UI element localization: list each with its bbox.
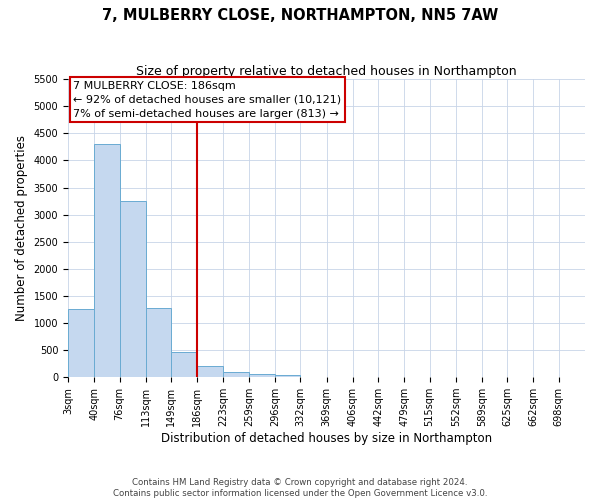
Y-axis label: Number of detached properties: Number of detached properties	[15, 135, 28, 321]
Bar	[68, 310, 94, 377]
X-axis label: Distribution of detached houses by size in Northampton: Distribution of detached houses by size …	[161, 432, 492, 445]
Text: Contains HM Land Registry data © Crown copyright and database right 2024.
Contai: Contains HM Land Registry data © Crown c…	[113, 478, 487, 498]
Bar	[171, 352, 197, 377]
Bar	[249, 374, 275, 377]
Bar	[197, 366, 223, 377]
Title: Size of property relative to detached houses in Northampton: Size of property relative to detached ho…	[136, 65, 517, 78]
Text: 7 MULBERRY CLOSE: 186sqm
← 92% of detached houses are smaller (10,121)
7% of sem: 7 MULBERRY CLOSE: 186sqm ← 92% of detach…	[73, 80, 341, 118]
Bar	[119, 201, 146, 377]
Bar	[94, 144, 119, 377]
Bar	[146, 308, 171, 377]
Bar	[275, 374, 301, 377]
Text: 7, MULBERRY CLOSE, NORTHAMPTON, NN5 7AW: 7, MULBERRY CLOSE, NORTHAMPTON, NN5 7AW	[102, 8, 498, 22]
Bar	[223, 372, 249, 377]
